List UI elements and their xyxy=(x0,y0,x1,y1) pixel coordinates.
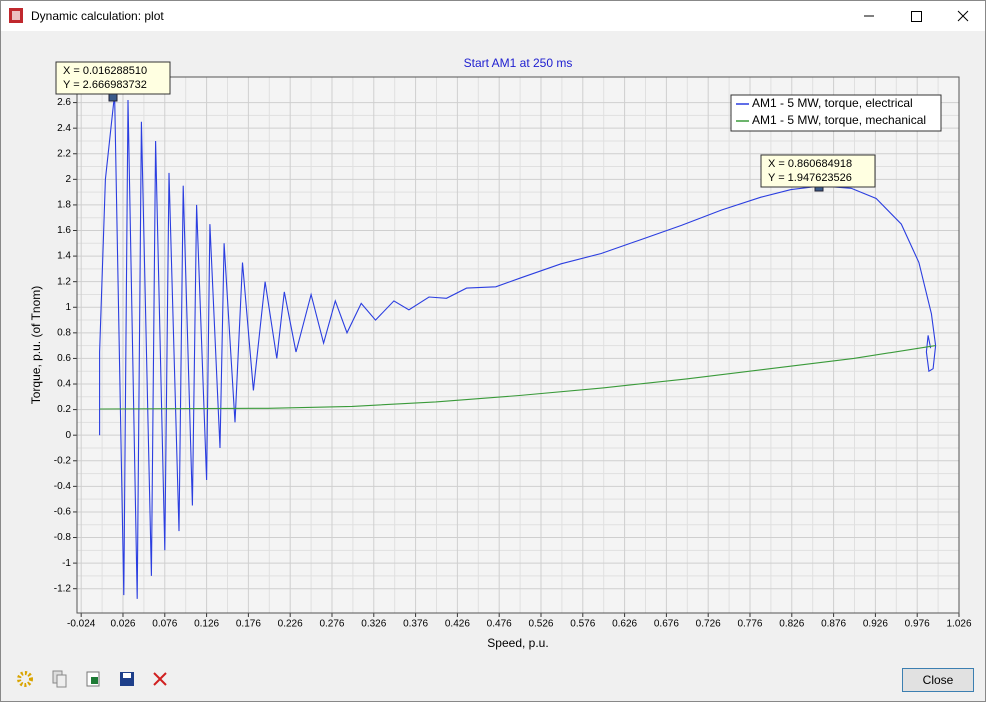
copy-icon-front xyxy=(56,674,67,688)
maximize[interactable] xyxy=(911,11,922,22)
x-tick-label: 1.026 xyxy=(946,619,971,630)
legend-box xyxy=(730,94,942,132)
x-tick-label: 0.676 xyxy=(654,619,679,630)
x-tick-label: 0.776 xyxy=(737,619,762,630)
y-tick-label: -0.6 xyxy=(54,507,72,518)
save-icon-label xyxy=(123,673,131,678)
window-title: Dynamic calculation: plot xyxy=(31,9,164,23)
y-tick-label: 1.4 xyxy=(57,251,71,262)
tooltip-text: X = 0.860684918 xyxy=(768,158,852,170)
chart: -0.024 0.026 0.076 0.126 0.176 0.226 0.276 0.32… xyxy=(29,56,972,650)
x-tick-label: 0.176 xyxy=(236,619,261,630)
tooltip-text: Y = 2.666983732 xyxy=(63,79,147,91)
y-tick-label: -0.4 xyxy=(54,481,72,492)
y-tick-label: 1 xyxy=(65,302,71,313)
y-tick-label: -0.8 xyxy=(54,532,72,543)
x-tick-label: 0.076 xyxy=(152,619,177,630)
delete-icon[interactable] xyxy=(153,672,167,686)
chart-title: Start AM1 at 250 ms xyxy=(464,56,573,70)
y-tick-label: 2 xyxy=(65,174,71,185)
x-tick-label: 0.126 xyxy=(194,619,219,630)
legend-label: AM1 - 5 MW, torque, electrical xyxy=(752,96,913,110)
tooltip-text: Y = 1.947623526 xyxy=(768,172,852,184)
y-tick-label: 0.4 xyxy=(57,379,71,390)
y-axis-label: Torque, p.u. (of Tnom) xyxy=(29,286,43,405)
tooltip-text: X = 0.016288510 xyxy=(63,65,147,77)
x-tick-label: 0.426 xyxy=(445,619,470,630)
excel-icon-mark xyxy=(91,677,98,684)
y-tick-label: -1.2 xyxy=(54,583,72,594)
close-button[interactable]: Close xyxy=(902,668,974,692)
series-line xyxy=(99,93,937,599)
x-tick-label: 0.276 xyxy=(319,619,344,630)
x-tick-label: 0.526 xyxy=(528,619,553,630)
plot-border xyxy=(76,76,960,614)
y-tick-label: 2.6 xyxy=(57,97,71,108)
tooltip xyxy=(55,61,171,95)
y-tick-label: 0.2 xyxy=(57,404,71,415)
app-icon-inner xyxy=(12,11,20,20)
settings-icon[interactable] xyxy=(17,671,33,687)
y-tick-label: 1.6 xyxy=(57,225,71,236)
y-tick-label: 2.4 xyxy=(57,123,71,134)
title-bar: Dynamic calculation: plot xyxy=(1,1,985,31)
y-tick-label: -0.2 xyxy=(54,455,72,466)
tooltip xyxy=(760,154,876,188)
toolbar xyxy=(17,670,167,688)
series-line xyxy=(99,345,936,410)
legend-label: AM1 - 5 MW, torque, mechanical xyxy=(752,113,926,127)
x-tick-label: 0.476 xyxy=(487,619,512,630)
y-tick-label: 2.2 xyxy=(57,148,71,159)
y-tick-label: -1 xyxy=(62,558,71,569)
x-tick-label: -0.024 xyxy=(67,619,96,630)
x-tick-label: 0.726 xyxy=(696,619,721,630)
x-tick-label: 0.576 xyxy=(570,619,595,630)
x-tick-label: 0.326 xyxy=(361,619,386,630)
x-axis-label: Speed, p.u. xyxy=(487,636,548,650)
y-tick-label: 1.2 xyxy=(57,276,71,287)
x-tick-label: 0.226 xyxy=(278,619,303,630)
x-tick-label: 0.826 xyxy=(779,619,804,630)
close-window[interactable] xyxy=(957,10,969,22)
x-tick-label: 0.876 xyxy=(821,619,846,630)
y-tick-label: 0.6 xyxy=(57,353,71,364)
x-tick-label: 0.926 xyxy=(863,619,888,630)
title-icons xyxy=(9,8,969,23)
x-tick-label: 0.376 xyxy=(403,619,428,630)
y-tick-label: 0 xyxy=(65,430,71,441)
x-tick-label: 0.026 xyxy=(110,619,135,630)
y-tick-label: 0.8 xyxy=(57,327,71,338)
x-tick-label: 0.626 xyxy=(612,619,637,630)
x-tick-label: 0.976 xyxy=(905,619,930,630)
y-tick-label: 1.8 xyxy=(57,200,71,211)
